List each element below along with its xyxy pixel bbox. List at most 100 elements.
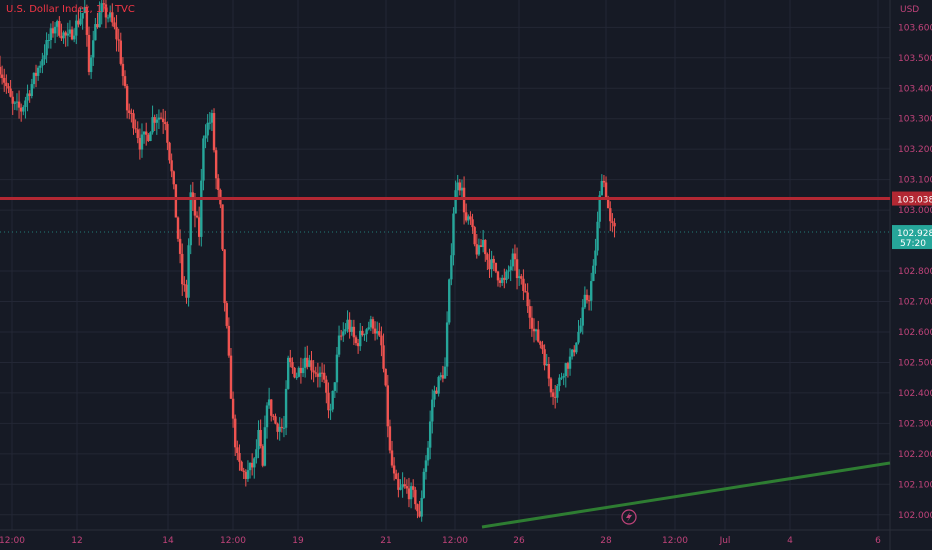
candle-down [291, 357, 294, 374]
candle-body [359, 330, 362, 347]
candle-body [246, 470, 250, 479]
candle-up [467, 214, 470, 225]
candle-body [378, 331, 381, 336]
candle-up [75, 14, 78, 45]
candle-body [202, 138, 205, 181]
candle-down [464, 203, 468, 223]
candle-body [339, 335, 343, 337]
candle-down [352, 319, 356, 346]
candle-body [583, 294, 587, 308]
candle-body [301, 367, 305, 374]
candle-down [132, 109, 135, 135]
candle-up [556, 383, 559, 403]
candle-down [185, 279, 188, 304]
candle-up [534, 328, 538, 341]
candle-body [250, 462, 254, 468]
candle-up [210, 109, 214, 132]
candle-up [445, 311, 449, 377]
candle-down [551, 388, 555, 405]
candle-body [532, 328, 536, 332]
candle-body [259, 429, 262, 447]
resistance-label-box [892, 191, 932, 206]
candle-body [382, 345, 385, 369]
candle-body [119, 40, 122, 64]
candle-down [435, 387, 438, 394]
candle-down [416, 503, 419, 519]
candle-body [39, 65, 42, 68]
candle-body [223, 249, 226, 304]
candle-body [534, 329, 538, 332]
candle-body [570, 349, 574, 357]
candle-body [517, 276, 521, 279]
candle-body [306, 357, 309, 367]
candle-body [24, 100, 27, 108]
candle-body [248, 462, 252, 471]
candle-body [257, 429, 260, 450]
candle-body [176, 217, 180, 239]
lightning-event-icon[interactable] [621, 509, 637, 525]
time-tick-label: 12 [71, 536, 82, 546]
candle-body [604, 182, 608, 198]
candle-body [320, 372, 324, 374]
candle-down [613, 218, 616, 238]
candle-down [515, 247, 519, 290]
candle-body [261, 446, 264, 466]
candle-body [452, 213, 455, 256]
candle-up [204, 124, 207, 149]
candle-down [121, 57, 125, 86]
candle-body [125, 86, 129, 111]
candle-down [306, 345, 309, 370]
candle-up [443, 357, 447, 379]
resistance-label-text: 103.038 [897, 196, 932, 206]
candle-body [0, 66, 2, 75]
symbol-title[interactable]: U.S. Dollar Index, 1h, TVC [6, 4, 135, 15]
candle-body [310, 360, 313, 371]
candle-body [58, 21, 61, 36]
candle-down [486, 252, 489, 270]
candle-body [278, 426, 281, 432]
candle-body [229, 355, 233, 399]
candle-body [81, 13, 84, 19]
candle-body [600, 180, 604, 196]
candle-down [227, 317, 231, 358]
candle-body [9, 88, 12, 97]
candle-body [575, 342, 578, 353]
candle-body [443, 366, 447, 379]
candle-body [373, 328, 377, 334]
candle-body [75, 20, 78, 36]
candle-body [51, 28, 55, 34]
candle-body [367, 327, 370, 330]
candle-up [346, 310, 349, 333]
candle-up [265, 402, 269, 439]
candle-body [581, 307, 584, 326]
candle-up [560, 372, 563, 381]
candle-down [407, 477, 411, 508]
candle-up [575, 342, 578, 355]
candle-body [397, 478, 400, 490]
candle-body [208, 122, 211, 124]
candle-body [513, 253, 517, 260]
candle-body [316, 373, 320, 377]
candle-body [145, 131, 148, 135]
candle-down [104, 0, 108, 29]
candle-down [418, 500, 421, 518]
candle-body [303, 357, 307, 368]
time-tick-label: 12:00 [442, 536, 468, 546]
candle-down [115, 14, 118, 52]
candle-up [344, 323, 347, 335]
candle-up [367, 321, 370, 331]
candle-down [528, 299, 531, 330]
candle-up [399, 479, 402, 491]
candle-down [85, 4, 89, 47]
candle-up [481, 229, 485, 253]
candle-down [87, 26, 91, 76]
candle-body [274, 416, 277, 424]
candle-up [329, 403, 332, 420]
time-tick-label: 19 [292, 536, 304, 546]
candle-up [460, 179, 464, 199]
candle-body [181, 253, 184, 285]
candle-body [350, 326, 353, 332]
candle-up [562, 373, 565, 386]
